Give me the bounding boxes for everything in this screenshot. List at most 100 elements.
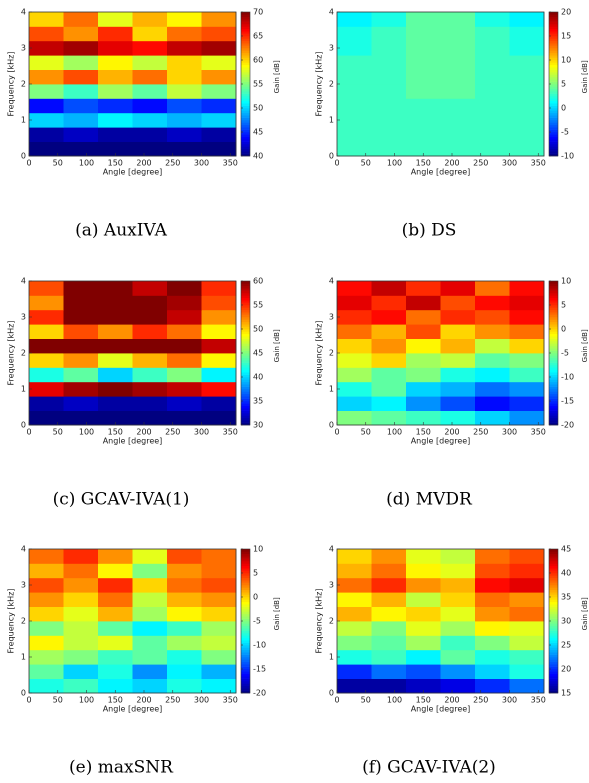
heat-cell: [509, 84, 545, 99]
colorbar-step: [549, 573, 558, 576]
heat-cell: [371, 12, 407, 27]
heat-cell: [406, 84, 441, 99]
colorbar-step: [241, 611, 250, 615]
heat-cell: [63, 649, 99, 665]
colorbar-step: [549, 314, 558, 318]
colorbar-step: [241, 300, 250, 303]
colorbar-step: [241, 24, 250, 27]
heat-cell: [63, 281, 99, 296]
y-tick-label: 4: [21, 8, 26, 17]
colorbar-step: [549, 625, 558, 629]
heat-cell: [201, 281, 237, 296]
colorbar-step: [241, 100, 250, 104]
x-tick-label: 150: [416, 428, 431, 437]
colorbar-step: [549, 108, 558, 111]
colorbar-step: [549, 621, 558, 624]
heat-cell: [337, 69, 372, 85]
colorbar-step: [549, 367, 558, 371]
colorbar-step: [549, 293, 558, 296]
colorbar-step: [241, 671, 250, 675]
heat-cell: [63, 127, 99, 142]
colorbar-tick-label: -10: [561, 152, 574, 161]
heat-cell: [337, 26, 372, 42]
colorbar-step: [549, 408, 558, 411]
colorbar-step: [549, 103, 558, 106]
colorbar-step: [549, 341, 558, 344]
colorbar-step: [549, 577, 558, 581]
colorbar-step: [241, 62, 250, 66]
x-tick-label: 150: [108, 696, 123, 705]
heat-cell: [201, 410, 237, 426]
heat-cell: [201, 563, 237, 579]
heat-cell: [337, 12, 372, 27]
y-tick-label: 3: [329, 581, 334, 590]
heat-cell: [406, 338, 441, 354]
y-tick-label: 0: [21, 152, 26, 161]
colorbar-step: [549, 570, 558, 574]
heat-cell: [132, 396, 168, 411]
colorbar-tick-label: -15: [561, 397, 574, 406]
colorbar-step: [549, 403, 558, 407]
heat-cell: [201, 592, 237, 607]
heat-cell: [132, 592, 168, 607]
heat-cell: [406, 678, 441, 694]
heat-cell: [98, 40, 133, 56]
colorbar-step: [549, 633, 558, 636]
colorbar-step: [549, 685, 558, 689]
colorbar-step: [241, 386, 250, 390]
x-axis-label: Angle [degree]: [411, 705, 471, 714]
colorbar-step: [549, 630, 558, 634]
colorbar-step: [241, 302, 250, 306]
heat-cell: [98, 367, 133, 383]
heat-cell: [201, 26, 237, 42]
heat-cell: [201, 649, 237, 665]
heat-cell: [98, 141, 133, 157]
heat-cell: [132, 381, 168, 397]
x-tick-label: 0: [26, 696, 31, 705]
heat-cell: [371, 396, 407, 411]
heat-cell: [371, 592, 407, 607]
heat-cell: [440, 69, 476, 85]
caption: (f) GCAV-IVA(2): [362, 758, 496, 778]
heat-cell: [440, 55, 476, 70]
colorbar-step: [241, 609, 250, 612]
x-tick-label: 250: [165, 428, 180, 437]
colorbar-step: [549, 331, 558, 335]
colorbar-step: [241, 309, 250, 313]
x-tick-label: 250: [473, 428, 488, 437]
heat-cell: [509, 563, 545, 579]
heat-cell: [509, 410, 545, 426]
heat-cell: [337, 678, 372, 694]
caption: (c) GCAV-IVA(1): [53, 490, 190, 510]
heat-cell: [132, 324, 168, 339]
heat-cell: [29, 26, 64, 42]
heat-cell: [29, 40, 64, 56]
colorbar-step: [549, 36, 558, 39]
heat-cell: [29, 396, 64, 411]
colorbar-tick-label: 55: [253, 301, 263, 310]
colorbar-tick-label: -15: [253, 665, 266, 674]
colorbar-step: [549, 324, 558, 327]
colorbar-step: [549, 52, 558, 56]
colorbar-step: [549, 353, 558, 356]
heat-cell: [475, 678, 510, 694]
colorbar-step: [549, 139, 558, 142]
heat-cell: [201, 367, 237, 383]
x-tick-label: 100: [79, 428, 94, 437]
heat-cell: [337, 84, 372, 99]
colorbar-step: [241, 597, 250, 600]
colorbar-step: [241, 297, 250, 301]
colorbar-step: [549, 148, 558, 152]
colorbar-step: [241, 74, 250, 78]
heat-cell: [63, 12, 99, 27]
heat-cell: [440, 410, 476, 426]
heat-cell: [371, 324, 407, 339]
heat-cell: [475, 112, 510, 128]
heat-cell: [167, 309, 202, 325]
y-tick-label: 3: [21, 313, 26, 322]
heat-cell: [371, 649, 407, 665]
heat-cell: [371, 127, 407, 142]
colorbar-step: [241, 630, 250, 634]
colorbar-step: [549, 74, 558, 78]
colorbar-step: [549, 609, 558, 612]
